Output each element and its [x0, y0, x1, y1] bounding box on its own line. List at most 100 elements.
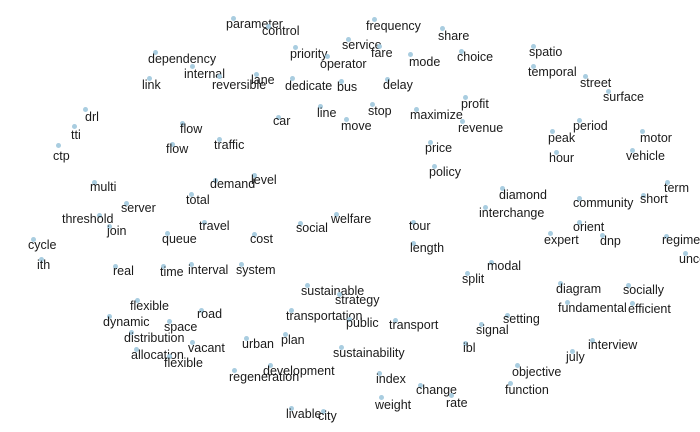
- term-label: car: [273, 114, 291, 128]
- term-point: [577, 220, 582, 225]
- term-label: choice: [457, 50, 494, 64]
- term-label: interview: [588, 338, 638, 352]
- term-point: [334, 212, 339, 217]
- term-point: [483, 205, 488, 210]
- term-point: [39, 257, 44, 262]
- term-point: [298, 221, 303, 226]
- term-point: [147, 76, 152, 81]
- term-label: development: [263, 364, 335, 378]
- term-label: system: [236, 263, 276, 277]
- term-point: [479, 322, 484, 327]
- term-label: dynamic: [103, 315, 150, 329]
- term-point: [217, 74, 222, 79]
- term-label: space: [164, 320, 198, 334]
- term-label: length: [410, 241, 445, 255]
- term-point: [325, 54, 330, 59]
- term-point: [72, 124, 77, 129]
- term-label: street: [580, 76, 612, 90]
- term-point: [428, 140, 433, 145]
- term-point: [199, 308, 204, 313]
- term-point: [548, 231, 553, 236]
- term-point: [489, 260, 494, 265]
- term-label: livable: [286, 407, 322, 421]
- term-label: fundamental: [558, 301, 627, 315]
- term-label: tti: [71, 128, 81, 142]
- term-point: [276, 115, 281, 120]
- term-label: flow: [180, 122, 203, 136]
- term-point: [500, 186, 505, 191]
- term-label: priority: [290, 47, 328, 61]
- term-point: [377, 371, 382, 376]
- term-label: uncong: [679, 252, 700, 266]
- term-point: [554, 150, 559, 155]
- term-label: revenue: [458, 121, 504, 135]
- term-point: [664, 234, 669, 239]
- term-label: price: [425, 141, 453, 155]
- term-label: ith: [37, 258, 51, 272]
- term-label: frequency: [366, 19, 421, 33]
- term-point: [254, 72, 259, 77]
- term-label: split: [462, 272, 485, 286]
- term-label: time: [160, 265, 184, 279]
- term-point: [239, 262, 244, 267]
- term-point: [440, 26, 445, 31]
- term-label: level: [251, 173, 277, 187]
- term-label: vehicle: [626, 149, 665, 163]
- term-label: ibl: [463, 341, 476, 355]
- term-label: link: [142, 78, 161, 92]
- term-label: modal: [487, 259, 522, 273]
- term-point: [107, 224, 112, 229]
- term-point: [432, 164, 437, 169]
- term-point: [665, 180, 670, 185]
- term-label: hour: [549, 151, 575, 165]
- term-point: [683, 251, 688, 256]
- term-label: diagram: [556, 282, 602, 296]
- term-label: objective: [512, 365, 562, 379]
- term-point: [630, 148, 635, 153]
- term-point: [167, 354, 172, 359]
- term-point: [531, 64, 536, 69]
- term-point: [505, 313, 510, 318]
- term-label: public: [346, 316, 379, 330]
- term-point: [153, 50, 158, 55]
- term-point: [231, 16, 236, 21]
- term-label: control: [262, 24, 300, 38]
- term-label: orient: [573, 220, 605, 234]
- term-label: move: [341, 119, 372, 133]
- term-point: [606, 89, 611, 94]
- term-label: term: [664, 181, 689, 195]
- term-label: policy: [429, 165, 461, 179]
- term-label: spatio: [529, 45, 563, 59]
- term-label: demand: [210, 177, 256, 191]
- term-point: [600, 233, 605, 238]
- term-label: transportation: [286, 309, 363, 323]
- term-label: vacant: [188, 341, 225, 355]
- term-point: [92, 180, 97, 185]
- term-label: interchange: [479, 206, 545, 220]
- term-label: total: [186, 193, 210, 207]
- term-point: [244, 336, 249, 341]
- term-label: signal: [476, 323, 509, 337]
- term-label: stop: [368, 104, 392, 118]
- term-label: efficient: [628, 302, 671, 316]
- term-point: [31, 237, 36, 242]
- term-point: [165, 231, 170, 236]
- term-point: [129, 330, 134, 335]
- term-label: multi: [90, 180, 117, 194]
- term-point: [189, 262, 194, 267]
- term-point: [626, 283, 631, 288]
- term-point: [385, 77, 390, 82]
- term-label: dedicate: [285, 79, 333, 93]
- term-label: change: [416, 383, 458, 397]
- term-label: strategy: [335, 293, 380, 307]
- term-label: diamond: [499, 188, 547, 202]
- term-point: [583, 74, 588, 79]
- term-label: function: [505, 383, 549, 397]
- term-label: interval: [188, 263, 229, 277]
- term-label: socially: [623, 283, 664, 297]
- term-point: [283, 332, 288, 337]
- term-label: peak: [548, 131, 576, 145]
- term-point: [321, 409, 326, 414]
- term-point: [463, 95, 468, 100]
- term-point: [408, 52, 413, 57]
